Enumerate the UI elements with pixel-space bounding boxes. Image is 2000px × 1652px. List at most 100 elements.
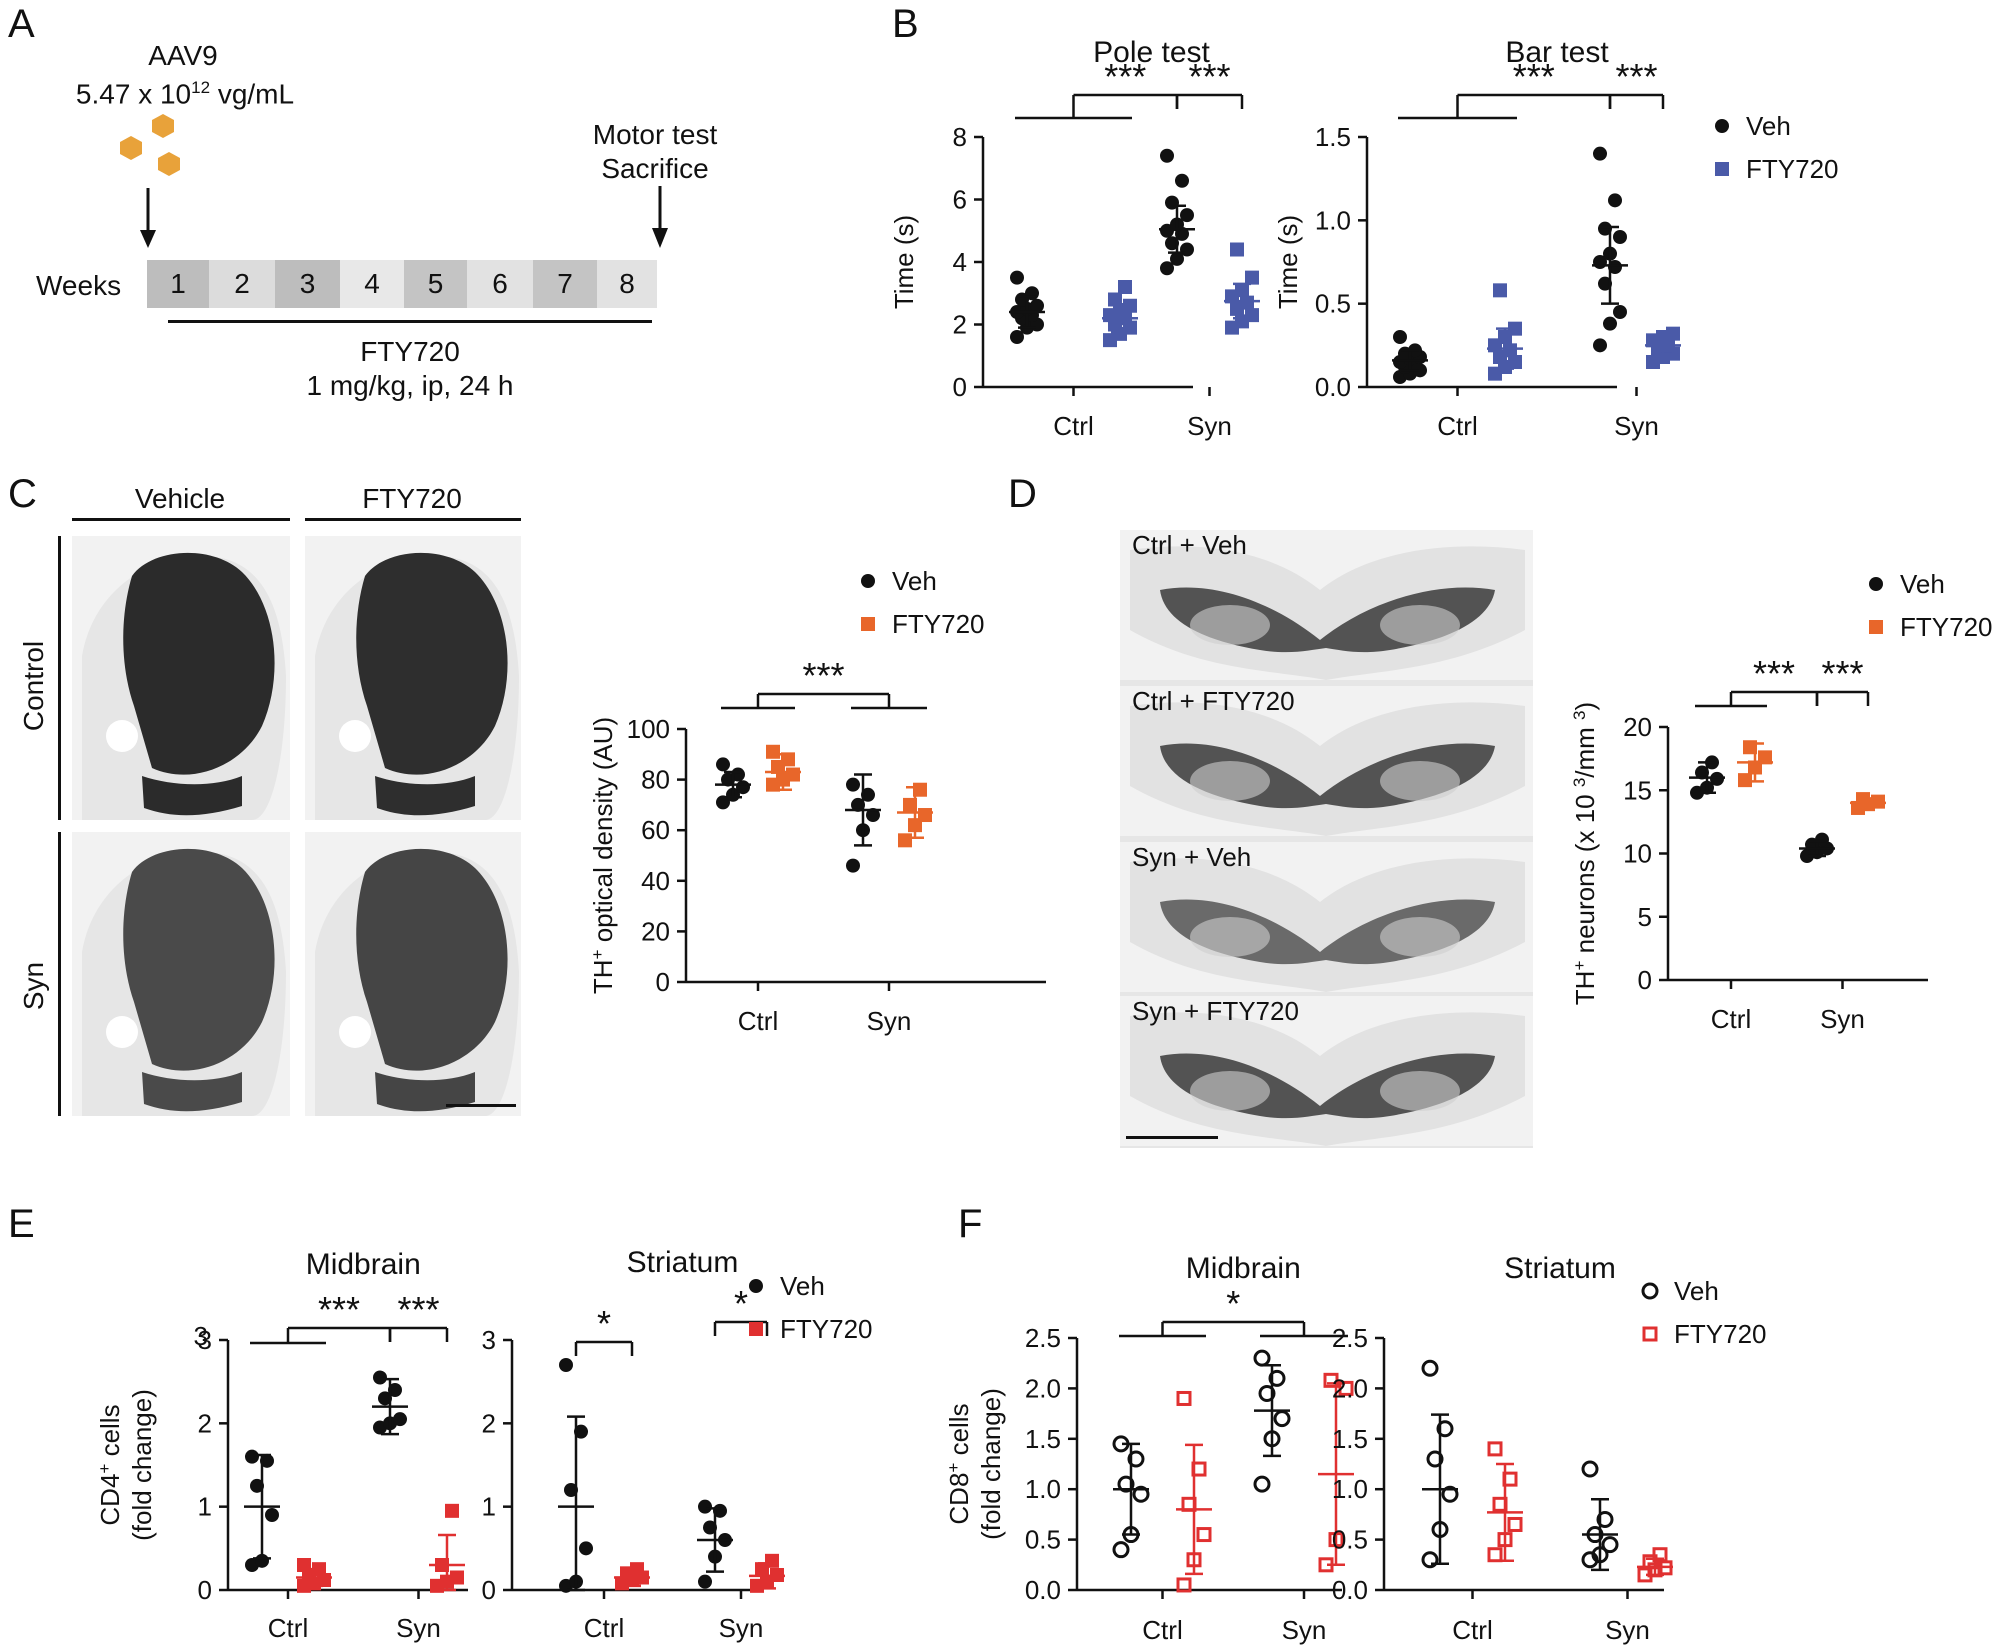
panel-letter-d: D	[1008, 472, 1037, 516]
image-label-syn-veh: Syn + Veh	[1132, 842, 1252, 872]
y-tick-label: 0.0	[1025, 1575, 1061, 1605]
y-tick-label: 0	[1638, 965, 1652, 995]
image-label-ctrl-veh: Ctrl + Veh	[1132, 530, 1247, 560]
data-point	[1160, 223, 1174, 238]
x-tick-label: Syn	[396, 1613, 441, 1643]
x-tick-label: Syn	[1614, 411, 1659, 441]
y-tick-label: 40	[641, 866, 670, 896]
virus-name: AAV9	[148, 40, 218, 71]
significance-label: *	[734, 1283, 748, 1324]
significance-label: ***	[1104, 56, 1146, 97]
y-axis-label-superscript: +	[1570, 961, 1589, 971]
col-header-line	[72, 518, 290, 521]
data-point	[846, 777, 860, 792]
y-tick-label: 2.5	[1025, 1323, 1061, 1353]
virus-particle-icon	[120, 114, 180, 248]
data-point	[1441, 1485, 1459, 1503]
data-point	[1815, 832, 1829, 847]
striatum-section-image	[72, 536, 290, 820]
data-point	[564, 1483, 578, 1497]
data-point	[1603, 316, 1617, 331]
data-point	[1117, 1475, 1135, 1493]
y-tick-label: 1.0	[1025, 1474, 1061, 1504]
week-cell: 6	[467, 260, 533, 308]
significance-label: *	[597, 1303, 611, 1344]
data-point	[1493, 283, 1507, 298]
y-axis-label-text: Time (s)	[1273, 215, 1303, 309]
y-axis-label-part: neurons (x 10	[1570, 787, 1600, 960]
week-cell: 7	[533, 260, 597, 308]
data-point	[1608, 260, 1622, 274]
y-axis-label: CD8+ cells (fold change)	[944, 1388, 1007, 1540]
data-point	[1738, 773, 1752, 788]
midbrain-section-image	[1120, 842, 1533, 992]
y-tick-label: 0	[482, 1575, 496, 1605]
data-point	[1421, 1551, 1439, 1569]
legend-label: FTY720	[1900, 612, 1993, 642]
data-point	[786, 767, 800, 782]
legend-marker	[1869, 620, 1883, 634]
y-axis-label-part: TH	[588, 959, 618, 994]
data-point	[1596, 1510, 1614, 1528]
midbrain-section-image	[1120, 686, 1533, 836]
data-point	[716, 795, 730, 810]
y-axis-label-part: /mm	[1570, 720, 1600, 778]
col-header-fty720: FTY720	[362, 483, 462, 514]
data-point	[1758, 750, 1772, 765]
data-point	[1180, 208, 1194, 223]
data-point	[766, 744, 780, 759]
data-point	[1652, 1547, 1668, 1563]
data-point	[1613, 305, 1627, 319]
scale-bar	[446, 1104, 516, 1107]
y-tick-label: 8	[953, 122, 967, 152]
chart-title: Striatum	[1504, 1252, 1616, 1285]
x-tick-label: Syn	[1605, 1615, 1650, 1645]
y-axis-label-line-2: (fold change)	[127, 1389, 157, 1541]
week-cell: 3	[275, 260, 340, 308]
data-point	[1695, 765, 1709, 780]
data-point	[698, 1574, 712, 1589]
y-tick-label: 2	[482, 1408, 496, 1438]
data-point	[1710, 771, 1724, 786]
y-axis-label: CD4+ cells (fold change)	[95, 1389, 158, 1541]
y-tick-label: 1.0	[1315, 205, 1351, 235]
x-tick-label: Ctrl	[268, 1613, 308, 1643]
significance-label: ***	[1615, 56, 1657, 97]
chart-title: Midbrain	[306, 1248, 421, 1281]
data-point	[903, 797, 917, 812]
data-point	[1253, 1349, 1271, 1367]
data-point	[1613, 230, 1627, 244]
virus-titer: 5.47 x 1012 vg/mL	[40, 78, 330, 110]
week-cell: 2	[209, 260, 275, 308]
y-tick-label: 0.5	[1315, 289, 1351, 319]
image-label-ctrl-fty: Ctrl + FTY720	[1132, 686, 1295, 716]
significance-label: ***	[802, 655, 844, 696]
significance-label: ***	[1821, 653, 1863, 694]
y-axis-label-text: CD8+ cells	[944, 1403, 975, 1524]
data-point	[265, 1508, 279, 1522]
y-tick-label: 2	[953, 310, 967, 340]
data-point	[898, 833, 912, 848]
y-tick-label: 10	[1623, 839, 1652, 869]
legend-label: FTY720	[780, 1314, 873, 1344]
y-axis-label-part: TH	[1570, 971, 1600, 1006]
y-tick-label: 20	[1623, 712, 1652, 742]
y-tick-label: 80	[641, 765, 670, 795]
data-point	[851, 797, 865, 812]
legend-label: Veh	[1746, 111, 1791, 141]
week-cell: 1	[147, 260, 209, 308]
drug-name: FTY720	[360, 336, 460, 367]
y-tick-label: 100	[627, 714, 670, 744]
data-point	[1508, 355, 1522, 369]
data-point	[1338, 1380, 1354, 1396]
legend-label: Veh	[1900, 569, 1945, 599]
panel-letter-b: B	[892, 2, 919, 46]
data-point	[1436, 1420, 1454, 1438]
data-point	[1507, 1516, 1523, 1532]
scale-bar	[1126, 1136, 1218, 1139]
legend-label: FTY720	[1746, 154, 1839, 184]
y-axis-label: TH+ neurons (x 10 3/mm 3)	[1570, 702, 1601, 1005]
x-tick-label: Ctrl	[1053, 411, 1093, 441]
data-point	[245, 1449, 259, 1464]
y-tick-label: 3	[482, 1325, 496, 1355]
